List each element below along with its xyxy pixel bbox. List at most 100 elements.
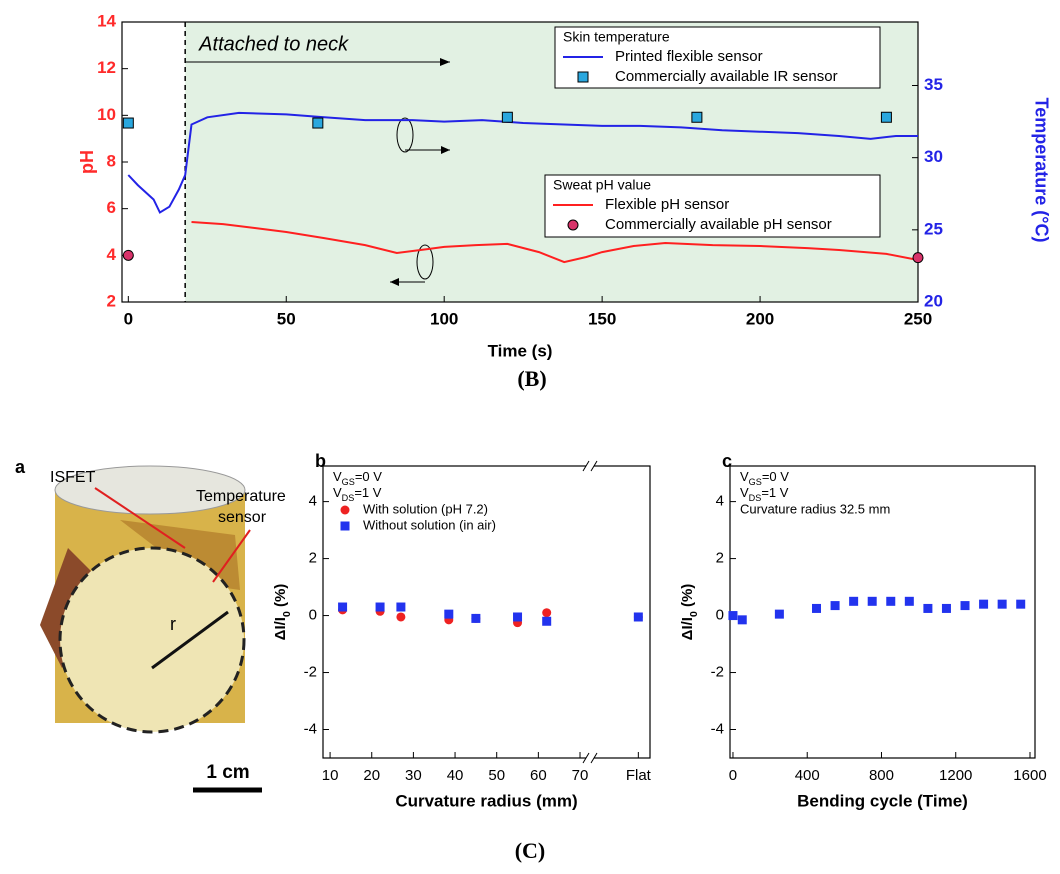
point — [692, 112, 702, 122]
photo-label: ISFET — [50, 469, 96, 486]
point — [923, 604, 932, 613]
y-tick-label: 14 — [97, 11, 116, 30]
panel-label: a — [15, 457, 26, 477]
y2-tick-label: 20 — [924, 291, 943, 310]
x-tick-label: 250 — [904, 309, 932, 328]
x-tick-label: 30 — [405, 767, 422, 784]
photo-label: Temperature — [196, 488, 286, 505]
point — [444, 610, 453, 619]
y-tick-label: 10 — [97, 105, 116, 124]
legend-label: With solution (pH 7.2) — [363, 501, 488, 516]
point — [881, 112, 891, 122]
x-tick-label: 0 — [124, 309, 133, 328]
x-tick-label: 20 — [363, 767, 380, 784]
point — [812, 604, 821, 613]
x-tick-label: 1200 — [939, 767, 972, 784]
annotation: Curvature radius 32.5 mm — [740, 501, 890, 516]
y-tick-label: 6 — [107, 198, 116, 217]
x-axis-label: Bending cycle (Time) — [797, 791, 968, 810]
y-tick-label: -4 — [711, 720, 724, 737]
y-axis-label-part: (%) — [272, 584, 289, 612]
legend-label: Commercially available IR sensor — [615, 68, 838, 85]
annotation-part: DS — [342, 493, 355, 503]
x-tick-label: 150 — [588, 309, 616, 328]
y-tick-label: 2 — [716, 550, 724, 567]
y-tick-label: -2 — [711, 664, 724, 681]
x-tick-label: 60 — [530, 767, 547, 784]
point — [338, 603, 347, 612]
y-axis-label: ΔI/I0 (%) — [679, 584, 700, 641]
point — [728, 611, 737, 620]
legend-title: Skin temperature — [563, 29, 670, 45]
annotation-part: =0 V — [762, 469, 789, 484]
axis-break — [586, 752, 594, 764]
photo-label: r — [170, 614, 176, 634]
legend-marker — [341, 522, 350, 531]
x-tick-label: 200 — [746, 309, 774, 328]
legend-label: Commercially available pH sensor — [605, 216, 832, 233]
x-tick-label: 100 — [430, 309, 458, 328]
point — [396, 603, 405, 612]
y-tick-label: 4 — [716, 493, 724, 510]
x-axis-label: Curvature radius (mm) — [395, 791, 577, 810]
legend-label: Flexible pH sensor — [605, 196, 729, 213]
point — [542, 617, 551, 626]
y-tick-label: 4 — [309, 493, 317, 510]
point — [502, 112, 512, 122]
point — [738, 615, 747, 624]
annotation-part: GS — [749, 477, 762, 487]
caption: (B) — [517, 366, 546, 391]
point — [542, 608, 551, 617]
y-axis-label-part: ΔI/I — [679, 617, 696, 640]
point — [942, 604, 951, 613]
y2-tick-label: 30 — [924, 147, 943, 166]
point — [868, 597, 877, 606]
annotation-part: =1 V — [354, 485, 381, 500]
figure: (B) (C) a ISFET Temperature sensor r 1 c… — [0, 0, 1060, 874]
y-tick-label: 2 — [309, 550, 317, 567]
legend-title: Sweat pH value — [553, 177, 651, 193]
point — [513, 612, 522, 621]
y2-tick-label: 25 — [924, 219, 943, 238]
y-tick-label: 4 — [107, 245, 117, 264]
y-axis-label-part: (%) — [679, 584, 696, 612]
annotation-part: =0 V — [355, 469, 382, 484]
annotation-part: =1 V — [761, 485, 788, 500]
annotation-part: V — [333, 469, 342, 484]
x-tick-label: 40 — [447, 767, 464, 784]
point — [849, 597, 858, 606]
point — [913, 253, 923, 263]
point — [831, 601, 840, 610]
x-tick-label: 0 — [729, 767, 737, 784]
legend-label: Without solution (in air) — [363, 517, 496, 532]
x-tick-label: 10 — [322, 767, 339, 784]
y-tick-label: 2 — [107, 291, 116, 310]
point — [905, 597, 914, 606]
x-tick-label: 70 — [572, 767, 589, 784]
annotation-part: V — [740, 485, 749, 500]
y-tick-label: -2 — [304, 664, 317, 681]
point — [471, 614, 480, 623]
legend-label: Printed flexible sensor — [615, 48, 763, 65]
photo-label: sensor — [218, 509, 267, 526]
annotation: Attached to neck — [198, 33, 349, 55]
y2-axis-label: Temperature (°C) — [1031, 98, 1051, 243]
point — [313, 118, 323, 128]
legend-marker — [568, 220, 578, 230]
y-tick-label: 0 — [309, 607, 317, 624]
y-tick-label: 0 — [716, 607, 724, 624]
point — [376, 603, 385, 612]
x-tick-label: 50 — [488, 767, 505, 784]
x-tick-label: 400 — [795, 767, 820, 784]
y-tick-label: -4 — [304, 720, 317, 737]
x-tick-label: 1600 — [1013, 767, 1046, 784]
y2-tick-label: 35 — [924, 75, 943, 94]
x-tick-label: 800 — [869, 767, 894, 784]
scale-label: 1 cm — [206, 762, 249, 783]
point — [634, 612, 643, 621]
x-tick-label: Flat — [626, 767, 652, 784]
point — [123, 250, 133, 260]
point — [961, 601, 970, 610]
annotation-part: V — [333, 485, 342, 500]
point — [775, 610, 784, 619]
